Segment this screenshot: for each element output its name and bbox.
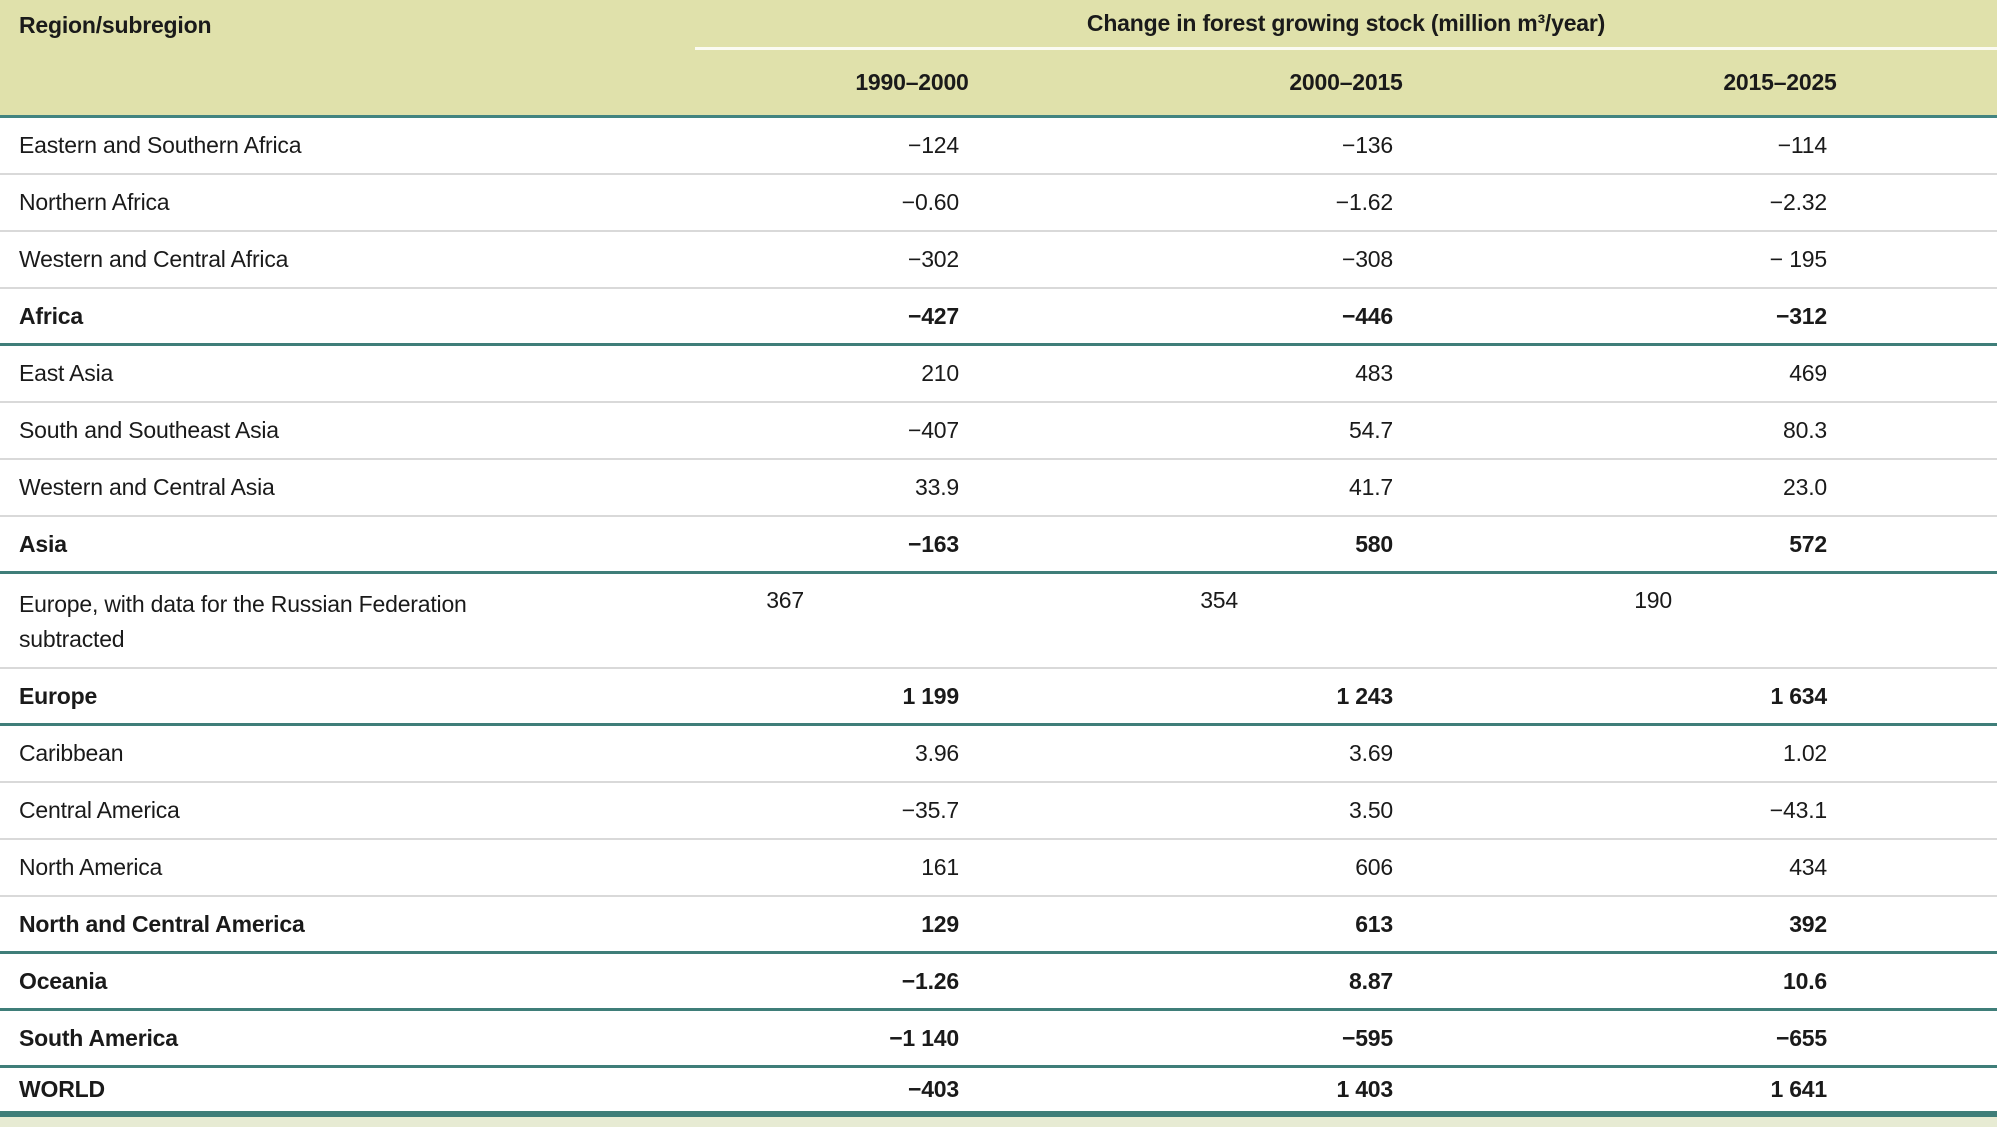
value-2000-2015: 613 <box>1355 910 1393 937</box>
value-1990-2000: −302 <box>907 246 959 272</box>
period-header-2015-2025: 2015–2025 <box>1723 69 1837 95</box>
row-label: Eastern and Southern Africa <box>19 132 302 159</box>
value-1990-2000: −1 140 <box>889 1024 959 1051</box>
value-1990-2000: 1 199 <box>902 682 959 709</box>
row-label: Europe <box>19 682 98 709</box>
value-1990-2000: −124 <box>907 132 959 158</box>
row-label: Central America <box>19 797 180 824</box>
row-label: Oceania <box>19 967 108 994</box>
value-2000-2015: 41.7 <box>1349 474 1393 500</box>
value-1990-2000: 210 <box>921 360 959 386</box>
value-2015-2025: 23.0 <box>1783 474 1827 500</box>
row-label: Western and Central Asia <box>19 474 275 501</box>
table-row: Caribbean 3.96 3.69 1.02 <box>0 726 1997 783</box>
value-2015-2025: − 195 <box>1769 246 1827 272</box>
value-2015-2025: 469 <box>1789 360 1827 386</box>
value-1990-2000: 161 <box>921 854 959 880</box>
region-column-header: Region/subregion <box>19 11 212 38</box>
value-2000-2015: 3.69 <box>1349 740 1393 766</box>
value-2015-2025: 1 634 <box>1770 682 1827 709</box>
value-2000-2015: 606 <box>1355 854 1393 880</box>
value-2000-2015: 3.50 <box>1349 797 1393 823</box>
table-header-row-1: Region/subregion Change in forest growin… <box>0 0 1997 50</box>
table-row: Western and Central Africa −302 −308 − 1… <box>0 232 1997 289</box>
table-row: Europe, with data for the Russian Federa… <box>0 574 1997 669</box>
value-2015-2025: 392 <box>1789 910 1827 937</box>
value-1990-2000: 33.9 <box>915 474 959 500</box>
table-row-total-africa: Africa −427 −446 −312 <box>0 289 1997 346</box>
value-1990-2000: −0.60 <box>901 189 959 215</box>
table-row-total-south-america: South America −1 140 −595 −655 <box>0 1011 1997 1068</box>
value-2000-2015: 8.87 <box>1349 967 1393 994</box>
table-row-total-world: WORLD −403 1 403 1 641 <box>0 1068 1997 1114</box>
value-1990-2000: 367 <box>766 587 804 613</box>
table-header-row-2: 1990–2000 2000–2015 2015–2025 <box>0 50 1997 115</box>
row-label: South and Southeast Asia <box>19 417 279 444</box>
table-header: Region/subregion Change in forest growin… <box>0 0 1997 118</box>
value-2000-2015: 54.7 <box>1349 417 1393 443</box>
value-2000-2015: −1.62 <box>1335 189 1393 215</box>
value-2015-2025: 190 <box>1634 587 1672 613</box>
value-2015-2025: 1 641 <box>1770 1076 1827 1102</box>
value-2000-2015: −136 <box>1341 132 1393 158</box>
next-section-band <box>0 1114 1997 1127</box>
row-label: Western and Central Africa <box>19 246 289 273</box>
row-label: Europe, with data for the Russian Federa… <box>19 591 467 652</box>
value-2000-2015: −595 <box>1341 1024 1393 1051</box>
table-row: North America 161 606 434 <box>0 840 1997 897</box>
value-2015-2025: 1.02 <box>1783 740 1827 766</box>
value-2000-2015: 1 243 <box>1336 682 1393 709</box>
table-row-total-north-central-america: North and Central America 129 613 392 <box>0 897 1997 954</box>
table-row: Central America −35.7 3.50 −43.1 <box>0 783 1997 840</box>
group-column-header: Change in forest growing stock (million … <box>695 0 1997 50</box>
value-2015-2025: 434 <box>1789 854 1827 880</box>
row-label: South America <box>19 1024 178 1051</box>
value-1990-2000: −35.7 <box>901 797 959 823</box>
value-2015-2025: −312 <box>1775 302 1827 329</box>
value-1990-2000: −163 <box>907 530 959 557</box>
value-2000-2015: 354 <box>1200 587 1238 613</box>
value-1990-2000: −427 <box>907 302 959 329</box>
value-2000-2015: 483 <box>1355 360 1393 386</box>
value-1990-2000: −1.26 <box>901 967 959 994</box>
row-label: Northern Africa <box>19 189 170 216</box>
value-2015-2025: 10.6 <box>1783 967 1827 994</box>
row-label: North America <box>19 854 163 881</box>
row-label: Africa <box>19 302 83 329</box>
table-row: Northern Africa −0.60 −1.62 −2.32 <box>0 175 1997 232</box>
table-row-total-europe: Europe 1 199 1 243 1 634 <box>0 669 1997 726</box>
table-row: Eastern and Southern Africa −124 −136 −1… <box>0 118 1997 175</box>
value-1990-2000: 129 <box>921 910 959 937</box>
value-1990-2000: −403 <box>907 1076 959 1102</box>
row-label: East Asia <box>19 360 114 387</box>
row-label: Caribbean <box>19 740 124 767</box>
value-2000-2015: −446 <box>1341 302 1393 329</box>
value-2000-2015: 580 <box>1355 530 1393 557</box>
value-2000-2015: 1 403 <box>1336 1076 1393 1102</box>
value-2015-2025: −2.32 <box>1769 189 1827 215</box>
row-label: North and Central America <box>19 910 305 937</box>
table-row: Western and Central Asia 33.9 41.7 23.0 <box>0 460 1997 517</box>
table-row-total-oceania: Oceania −1.26 8.87 10.6 <box>0 954 1997 1011</box>
value-2015-2025: −655 <box>1775 1024 1827 1051</box>
row-label: WORLD <box>19 1076 105 1103</box>
table-row-total-asia: Asia −163 580 572 <box>0 517 1997 574</box>
value-2000-2015: −308 <box>1341 246 1393 272</box>
value-1990-2000: −407 <box>907 417 959 443</box>
value-2015-2025: −114 <box>1777 132 1828 158</box>
value-2015-2025: 572 <box>1789 530 1827 557</box>
value-2015-2025: −43.1 <box>1769 797 1827 823</box>
period-header-1990-2000: 1990–2000 <box>855 69 969 95</box>
period-header-2000-2015: 2000–2015 <box>1289 69 1403 95</box>
value-1990-2000: 3.96 <box>915 740 959 766</box>
table-row: South and Southeast Asia −407 54.7 80.3 <box>0 403 1997 460</box>
table-row: East Asia 210 483 469 <box>0 346 1997 403</box>
row-label: Asia <box>19 530 67 557</box>
value-2015-2025: 80.3 <box>1783 417 1827 443</box>
